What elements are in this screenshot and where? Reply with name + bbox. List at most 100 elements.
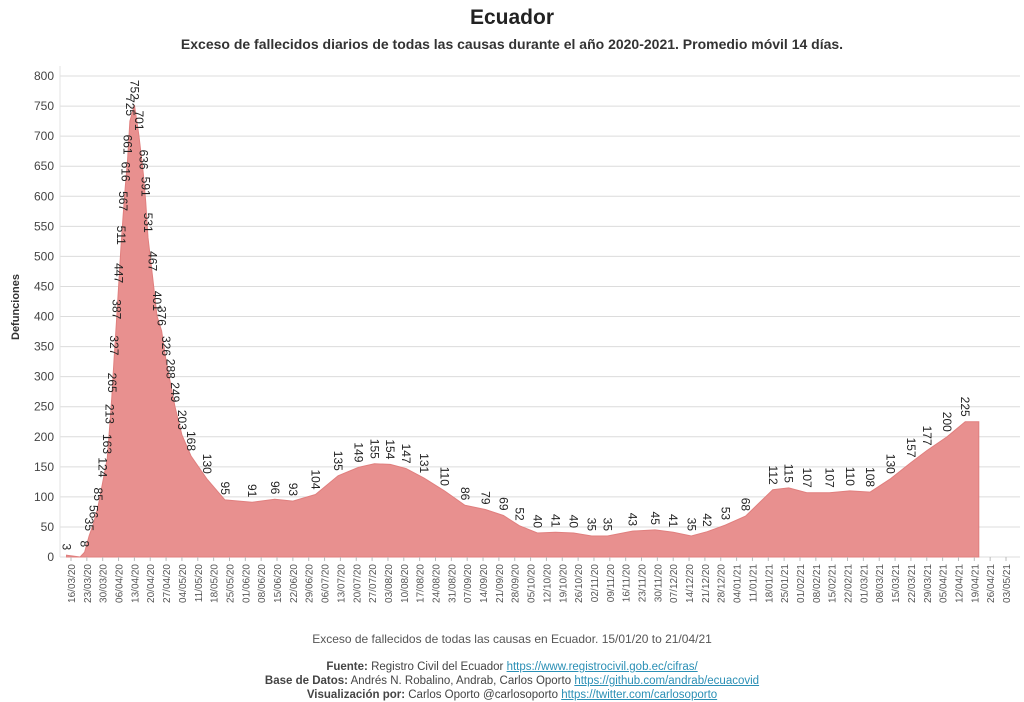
x-tick-label: 22/03/21	[907, 564, 918, 603]
visualization-label: Visualización por:	[306, 689, 406, 701]
data-label: 701	[132, 110, 146, 130]
y-tick-label: 750	[34, 99, 54, 113]
data-label: 531	[141, 213, 155, 233]
source-text: Registro Civil del Ecuador	[371, 661, 504, 673]
x-tick-label: 20/04/20	[146, 564, 157, 603]
data-label: 130	[884, 454, 898, 474]
credit-source: Fuente: Registro Civil del Ecuador https…	[0, 660, 1024, 674]
data-label: 131	[417, 453, 431, 473]
area-layer	[66, 104, 980, 558]
excess-deaths-area	[66, 104, 980, 558]
x-tick-label: 11/01/21	[748, 564, 759, 603]
data-label: 376	[155, 306, 169, 326]
data-label: 86	[458, 487, 472, 501]
data-label: 147	[399, 444, 413, 464]
data-label: 149	[352, 442, 366, 462]
data-label: 41	[549, 514, 563, 528]
data-label: 35	[585, 518, 599, 532]
x-tick-label: 23/03/20	[83, 564, 94, 603]
data-label: 93	[286, 483, 300, 497]
data-label: 41	[666, 514, 680, 528]
data-labels: 3 835568512416321326532738744751156761666…	[60, 80, 973, 551]
x-tick-label: 08/03/21	[875, 564, 886, 603]
y-axis-label: Defunciones	[10, 274, 22, 340]
x-tick-label: 01/06/20	[241, 564, 252, 603]
y-tick-label: 450	[34, 279, 54, 293]
data-label: 95	[218, 482, 232, 496]
x-tick-label: 05/10/20	[527, 564, 538, 603]
y-tick-label: 550	[34, 219, 54, 233]
x-tick-label: 14/09/20	[479, 564, 490, 603]
data-label: 40	[567, 515, 581, 529]
data-label: 135	[331, 451, 345, 471]
visualization-link[interactable]: https://twitter.com/carlosoporto	[561, 689, 718, 701]
x-tick-label: 13/04/20	[130, 564, 141, 603]
y-tick-label: 400	[34, 310, 54, 324]
x-tick-label: 06/07/20	[321, 564, 332, 603]
x-tick-label: 22/06/20	[289, 564, 300, 603]
x-tick-label: 29/03/21	[923, 564, 934, 603]
x-tick-label: 07/12/20	[669, 564, 680, 603]
x-tick-label: 18/01/21	[764, 564, 775, 603]
x-tick-label: 15/06/20	[273, 564, 284, 603]
x-tick-label: 16/11/20	[622, 564, 633, 603]
x-tick-label: 28/12/20	[717, 564, 728, 603]
chart-title: Ecuador	[469, 6, 555, 29]
data-label: 249	[168, 382, 182, 402]
chart-caption: Exceso de fallecidos de todas las causas…	[312, 632, 712, 646]
data-label: 401	[150, 291, 164, 311]
data-label: 752	[127, 80, 141, 100]
y-tick-label: 150	[34, 460, 54, 474]
data-label: 107	[822, 468, 836, 488]
data-label: 265	[105, 373, 119, 393]
data-label: 53	[718, 507, 732, 521]
chart-subtitle: Exceso de fallecidos diarios de todas la…	[180, 36, 844, 52]
visualization-text: Carlos Oporto @carlosoporto	[408, 689, 558, 701]
data-label: 112	[766, 466, 780, 485]
data-label: 52	[512, 507, 526, 521]
x-tick-label: 25/05/20	[226, 564, 237, 603]
data-label: 387	[109, 299, 123, 319]
data-label: 636	[136, 150, 150, 170]
data-label: 115	[782, 464, 796, 483]
y-tick-labels: 0 50 100 150 200 250 300 350 400 450 500 550 600 650 7…	[34, 69, 54, 564]
data-label: 35	[601, 518, 615, 532]
database-label: Base de Datos:	[264, 675, 348, 687]
y-tick-label: 250	[34, 400, 54, 414]
data-label: 203	[175, 410, 189, 430]
x-tick-label: 14/12/20	[685, 564, 696, 603]
data-label: 288	[164, 359, 178, 379]
x-tick-label: 30/03/20	[99, 564, 110, 603]
credit-visualization: Visualización por: Carlos Oporto @carlos…	[0, 688, 1024, 702]
database-text: Andrés N. Robalino, Andrab, Carlos Oport…	[350, 675, 572, 687]
data-label: 35	[82, 518, 96, 532]
data-label: 591	[139, 177, 153, 197]
y-tick-label: 300	[34, 370, 54, 384]
data-label: 43	[626, 513, 640, 527]
x-tick-label: 20/07/20	[352, 564, 363, 603]
source-link[interactable]: https://www.registrocivil.gob.ec/cifras/	[506, 661, 698, 673]
data-label: 3	[60, 544, 74, 551]
y-tick-label: 650	[34, 159, 54, 173]
x-tick-label: 04/01/21	[733, 564, 744, 603]
x-tick-label: 17/08/20	[416, 564, 427, 603]
x-tick-label: 08/06/20	[257, 564, 268, 603]
data-label: 124	[96, 457, 110, 477]
data-label: 327	[107, 335, 121, 355]
data-label: 200	[940, 412, 954, 432]
x-tick-label: 01/03/21	[859, 564, 870, 603]
x-tick-label: 19/10/20	[558, 564, 569, 603]
x-tick-label: 09/11/20	[606, 564, 617, 603]
data-label: 85	[91, 488, 105, 502]
data-label: 96	[268, 481, 282, 495]
x-tick-label: 31/08/20	[447, 564, 458, 603]
credits: Fuente: Registro Civil del Ecuador https…	[0, 660, 1024, 702]
database-link[interactable]: https://github.com/andrab/ecuacovid	[574, 675, 760, 687]
data-label: 511	[114, 226, 128, 245]
x-tick-label: 16/03/20	[67, 564, 78, 603]
x-tick-label: 24/08/20	[432, 564, 443, 603]
data-label: 725	[123, 96, 137, 116]
data-label: 69	[496, 497, 510, 511]
x-tick-labels: 16/03/20 23/03/20 30/03/20 06/04/20 13/04/20…	[67, 557, 1013, 603]
